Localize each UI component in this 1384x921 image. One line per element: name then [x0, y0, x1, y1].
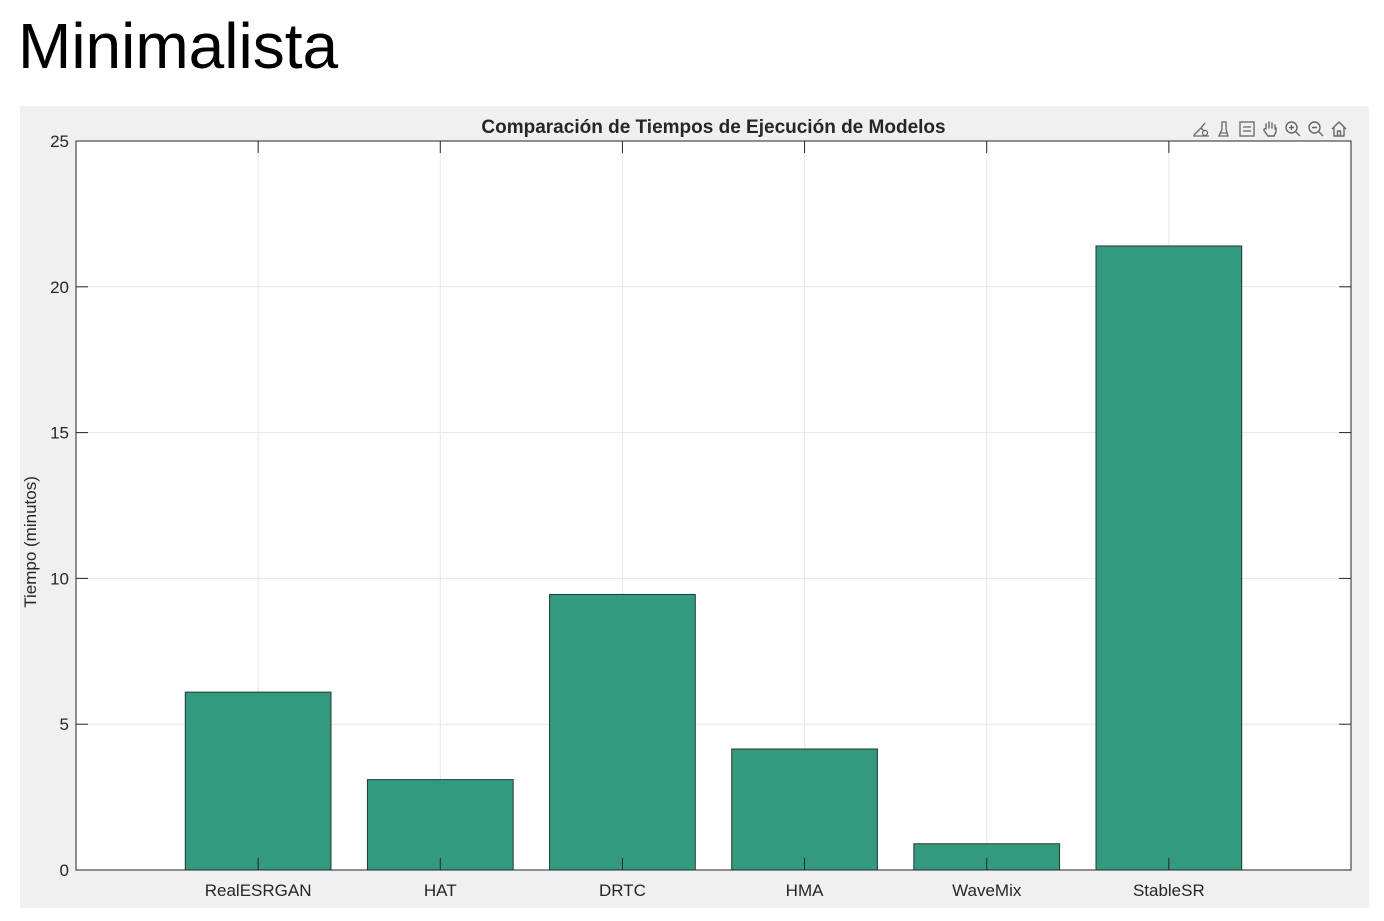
legend-icon[interactable]	[1236, 119, 1257, 140]
bar	[731, 748, 878, 871]
axes-toolbar	[1190, 118, 1349, 140]
y-tick-label: 5	[60, 715, 69, 734]
bar-chart: 0 5 10 15 20 25 RealESRGAN HAT DRTC HMA WaveMix Sta…	[21, 117, 1352, 900]
data-tips-icon[interactable]	[1190, 119, 1211, 140]
brush-icon[interactable]	[1213, 119, 1234, 140]
x-tick-label: DRTC	[599, 881, 646, 900]
pan-hand-icon[interactable]	[1259, 119, 1280, 140]
chart-title: Comparación de Tiempos de Ejecución de M…	[481, 117, 945, 138]
x-tick-label: StableSR	[1133, 881, 1205, 900]
bar	[549, 593, 696, 871]
zoom-out-icon[interactable]	[1305, 119, 1326, 140]
axes-box	[75, 140, 1352, 871]
page-title: Minimalista	[18, 10, 339, 82]
bar	[366, 779, 514, 871]
x-tick-label: HMA	[786, 881, 824, 900]
tick-labels: 0 5 10 15 20 25 RealESRGAN HAT DRTC HMA WaveMix Sta…	[50, 132, 1205, 900]
y-tick-label: 10	[50, 569, 69, 588]
y-tick-label: 15	[50, 424, 69, 443]
y-tick-label: 0	[60, 861, 69, 880]
bar	[1095, 245, 1243, 871]
ticks	[76, 140, 1351, 871]
bars	[184, 245, 1243, 871]
figure-panel: 0 5 10 15 20 25 RealESRGAN HAT DRTC HMA WaveMix Sta…	[20, 106, 1369, 908]
zoom-in-icon[interactable]	[1282, 119, 1303, 140]
bar	[184, 691, 332, 871]
home-icon[interactable]	[1328, 119, 1349, 140]
x-tick-label: HAT	[424, 881, 457, 900]
x-tick-label: RealESRGAN	[205, 881, 312, 900]
y-tick-label: 20	[50, 278, 69, 297]
y-tick-label: 25	[50, 132, 69, 151]
y-axis-label: Tiempo (minutos)	[21, 476, 40, 608]
x-tick-label: WaveMix	[952, 881, 1022, 900]
